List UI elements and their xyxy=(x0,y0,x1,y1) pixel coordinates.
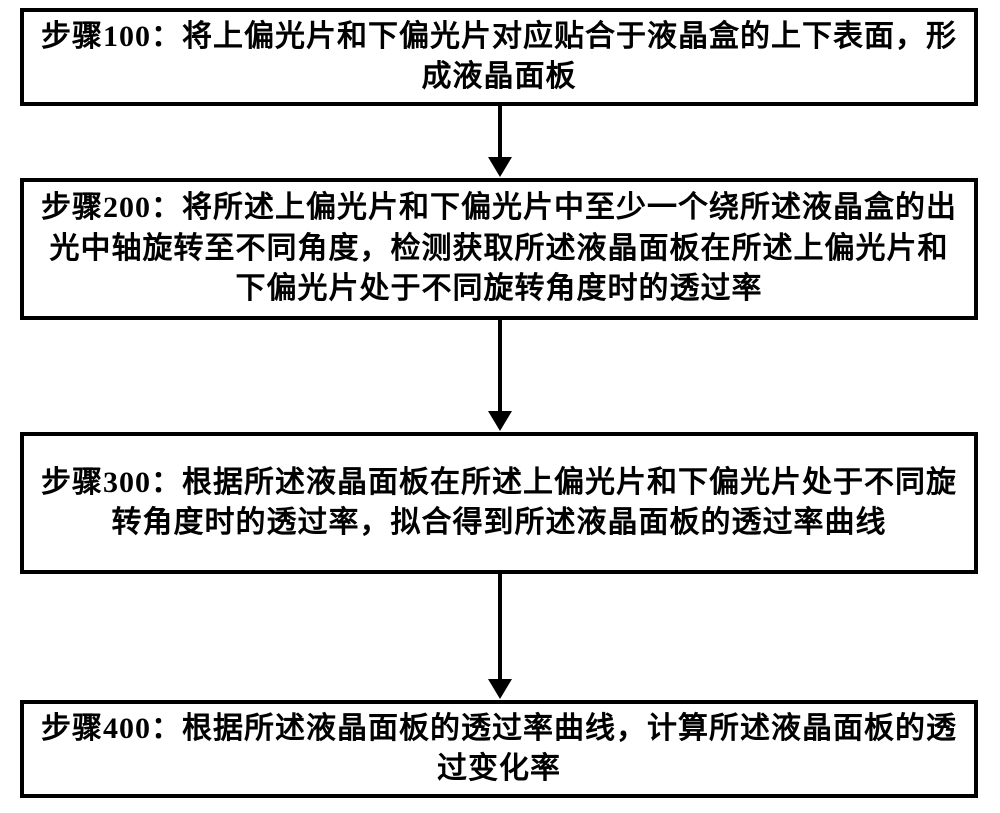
arrow-line xyxy=(498,320,502,412)
arrow-1 xyxy=(488,106,512,177)
step-text-400: 步骤400：根据所述液晶面板的透过率曲线，计算所述液晶面板的透过变化率 xyxy=(36,709,962,790)
arrow-head-icon xyxy=(488,157,512,177)
step-box-300: 步骤300：根据所述液晶面板在所述上偏光片和下偏光片处于不同旋转角度时的透过率，… xyxy=(20,432,978,574)
arrow-head-icon xyxy=(488,411,512,431)
arrow-2 xyxy=(488,320,512,431)
flowchart-container: 步骤100：将上偏光片和下偏光片对应贴合于液晶盒的上下表面，形成液晶面板 步骤2… xyxy=(0,0,1000,813)
step-box-200: 步骤200：将所述上偏光片和下偏光片中至少一个绕所述液晶盒的出光中轴旋转至不同角… xyxy=(20,178,978,320)
arrow-3 xyxy=(488,574,512,699)
step-box-400: 步骤400：根据所述液晶面板的透过率曲线，计算所述液晶面板的透过变化率 xyxy=(20,700,978,798)
step-text-300: 步骤300：根据所述液晶面板在所述上偏光片和下偏光片处于不同旋转角度时的透过率，… xyxy=(36,463,962,544)
step-text-200: 步骤200：将所述上偏光片和下偏光片中至少一个绕所述液晶盒的出光中轴旋转至不同角… xyxy=(36,188,962,310)
step-box-100: 步骤100：将上偏光片和下偏光片对应贴合于液晶盒的上下表面，形成液晶面板 xyxy=(20,8,978,106)
arrow-line xyxy=(498,574,502,680)
arrow-head-icon xyxy=(488,679,512,699)
arrow-line xyxy=(498,106,502,158)
step-text-100: 步骤100：将上偏光片和下偏光片对应贴合于液晶盒的上下表面，形成液晶面板 xyxy=(36,17,962,98)
